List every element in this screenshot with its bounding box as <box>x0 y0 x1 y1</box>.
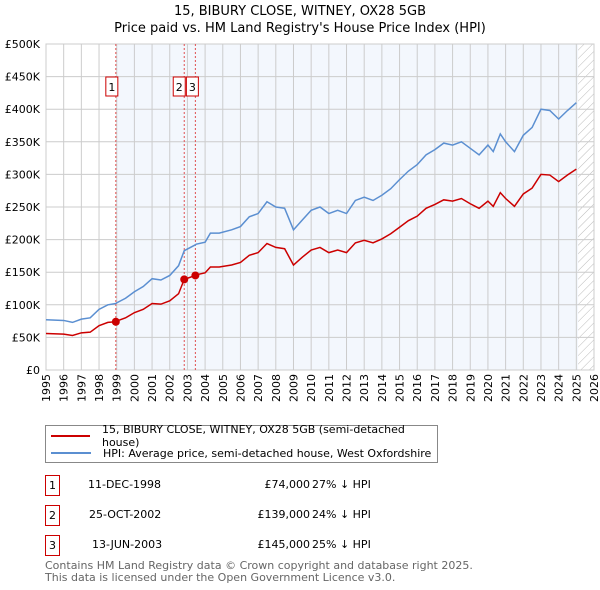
x-tick-label: 2024 <box>553 374 566 402</box>
x-tick-label: 2009 <box>287 374 300 402</box>
legend-label-property: 15, BIBURY CLOSE, WITNEY, OX28 5GB (semi… <box>101 423 405 449</box>
sale-price: £139,000 <box>257 508 311 521</box>
x-tick-label: 2018 <box>447 374 460 402</box>
x-tick-label: 2019 <box>464 374 477 402</box>
x-tick-label: 2022 <box>517 374 530 402</box>
sale-hpi-diff: 25% ↓ HPI <box>312 538 371 551</box>
sale-hpi-diff: 24% ↓ HPI <box>312 508 371 521</box>
x-tick-label: 2012 <box>341 374 354 402</box>
x-tick-label: 2021 <box>500 374 513 402</box>
sale-label: 1 <box>108 81 115 94</box>
x-tick-label: 2020 <box>482 374 495 402</box>
chart-title: 15, BIBURY CLOSE, WITNEY, OX28 5GB <box>173 4 427 19</box>
x-tick-label: 2004 <box>199 374 212 402</box>
x-tick-label: 2026 <box>588 374 600 402</box>
x-tick-label: 2002 <box>164 374 177 402</box>
x-tick-label: 1998 <box>93 374 106 402</box>
x-tick-label: 2003 <box>181 374 194 402</box>
sale-date: 11-DEC-1998 <box>88 478 162 491</box>
x-tick-label: 2017 <box>429 374 442 402</box>
sale-point <box>111 317 120 326</box>
x-tick-label: 2025 <box>570 374 583 402</box>
y-tick-label: £100K <box>5 299 41 312</box>
sale-row: 3 13-JUN-2003 £145,000 25% ↓ HPI <box>45 535 465 556</box>
chart-subtitle: Price paid vs. HM Land Registry's House … <box>114 21 486 36</box>
x-tick-label: 1995 <box>40 374 53 402</box>
footer-copyright: Contains HM Land Registry data © Crown c… <box>45 559 473 572</box>
y-tick-label: £300K <box>5 168 41 181</box>
x-tick-label: 2013 <box>358 374 371 402</box>
y-tick-label: £450K <box>5 71 41 84</box>
sale-label-box <box>172 76 186 97</box>
legend-swatch-property <box>51 435 90 437</box>
x-tick-label: 2015 <box>394 374 407 402</box>
y-tick-label: £250K <box>5 201 41 214</box>
sale-price: £145,000 <box>257 538 311 551</box>
x-tick-label: 2001 <box>146 374 159 402</box>
legend-swatch-hpi <box>51 452 91 454</box>
y-tick-label: £350K <box>5 136 41 149</box>
y-tick-label: £200K <box>5 234 41 247</box>
property-line <box>45 168 577 337</box>
sale-label: 3 <box>189 81 196 94</box>
x-tick-label: 2005 <box>217 374 230 402</box>
footer-licence: This data is licensed under the Open Gov… <box>45 571 396 584</box>
sale-row: 1 11-DEC-1998 £74,000 27% ↓ HPI <box>45 475 465 496</box>
hpi-line <box>45 102 577 324</box>
sale-marker-badge: 2 <box>45 505 60 526</box>
x-tick-label: 2014 <box>376 374 389 402</box>
sale-point <box>191 271 200 280</box>
sale-marker-badge: 3 <box>45 535 60 556</box>
x-tick-label: 2011 <box>323 374 336 402</box>
sale-date: 13-JUN-2003 <box>92 538 163 551</box>
x-tick-label: 1996 <box>58 374 71 402</box>
sale-hpi-diff: 27% ↓ HPI <box>312 478 371 491</box>
sale-date: 25-OCT-2002 <box>89 508 162 521</box>
y-tick-label: £150K <box>5 266 41 279</box>
y-tick-label: £400K <box>5 103 41 116</box>
sale-label: 2 <box>176 81 183 94</box>
sale-label-box <box>105 76 119 97</box>
sale-marker-badge: 1 <box>45 475 60 496</box>
y-tick-label: £0 <box>26 364 40 377</box>
x-tick-label: 1997 <box>75 374 88 402</box>
x-tick-label: 2010 <box>305 374 318 402</box>
sale-row: 2 25-OCT-2002 £139,000 24% ↓ HPI <box>45 505 465 526</box>
sale-price: £74,000 <box>264 478 311 491</box>
x-tick-label: 2007 <box>252 374 265 402</box>
y-tick-label: £50K <box>12 331 41 344</box>
x-tick-label: 2006 <box>234 374 247 402</box>
x-tick-label: 2000 <box>128 374 141 402</box>
legend: 15, BIBURY CLOSE, WITNEY, OX28 5GB (semi… <box>45 423 438 463</box>
x-tick-label: 2008 <box>270 374 283 402</box>
x-tick-label: 1999 <box>111 374 124 402</box>
x-tick-label: 2023 <box>535 374 548 402</box>
plot-area: 1995 1996 1997 1998 1999 2000 2001 2002 2003 2004… <box>5 38 600 402</box>
y-tick-label: £500K <box>5 38 41 51</box>
legend-label-hpi: HPI: Average price, semi-detached house,… <box>103 446 432 460</box>
x-tick-label: 2016 <box>411 374 424 402</box>
sale-label-box <box>185 76 199 97</box>
sale-point <box>180 275 189 284</box>
